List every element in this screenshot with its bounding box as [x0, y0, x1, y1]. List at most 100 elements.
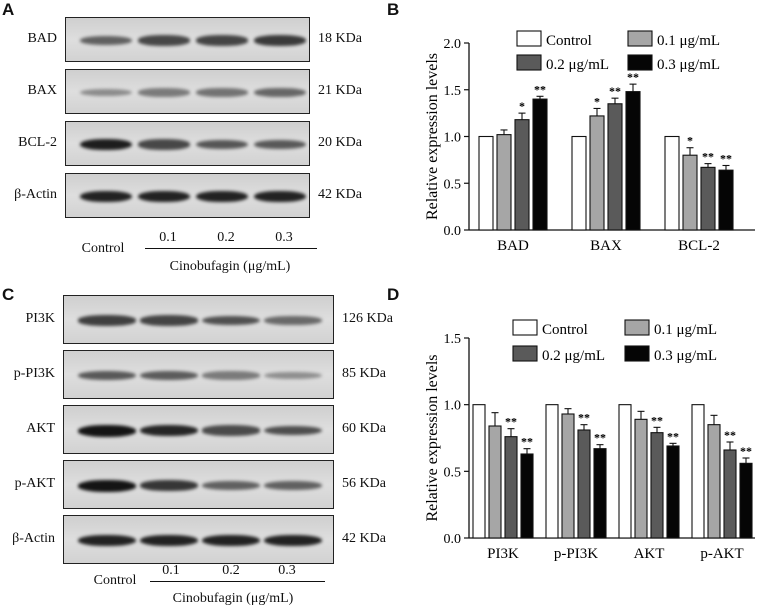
chart-d-category-label: p-AKT	[700, 546, 743, 562]
chart-d-bar	[472, 404, 486, 539]
blot-c-band	[202, 315, 260, 326]
blot-a-kda-label: 18 KDa	[318, 30, 362, 46]
blot-c-band	[78, 315, 136, 326]
chart-d-significance-mark: **	[651, 413, 663, 427]
chart-d-y-tick-label: 0.0	[444, 532, 462, 547]
blot-c-band	[202, 480, 260, 491]
blot-c-band	[140, 315, 198, 326]
chart-b-y-axis-label: Relative expression levels	[424, 53, 441, 220]
chart-b-significance-mark: **	[627, 70, 639, 84]
chart-d-y-axis-label: Relative expression levels	[424, 354, 441, 521]
chart-b-bar	[571, 135, 587, 231]
chart-b-bar	[700, 166, 716, 231]
chart-b-bar	[664, 135, 680, 231]
blot-a-row-label: BAD	[27, 30, 57, 46]
blot-a-band	[80, 35, 132, 46]
blot-c-band	[78, 534, 136, 547]
blot-a-band	[80, 138, 132, 151]
chart-b-bar	[514, 119, 530, 231]
blot-a-band	[254, 139, 306, 150]
chart-d-legend-label: 0.3 μg/mL	[654, 348, 717, 364]
chart-d-bar	[618, 404, 632, 539]
blot-c-band	[202, 534, 260, 547]
chart-d-bar	[707, 424, 721, 539]
blot-c-band	[264, 425, 322, 436]
treatment-label-c: Cinobufagin (μg/mL)	[172, 591, 294, 606]
chart-b-bar	[718, 169, 734, 231]
treatment-underline-a	[145, 248, 317, 249]
lane-label-0-1-c: 0.1	[162, 563, 180, 578]
blot-a-band	[138, 139, 190, 150]
chart-b-bar	[478, 135, 494, 231]
chart-d-category-label: AKT	[634, 546, 665, 562]
chart-d-bar	[593, 448, 607, 539]
blot-c-band	[264, 480, 322, 491]
chart-d-significance-mark: **	[578, 411, 590, 425]
blot-a-band	[196, 88, 248, 97]
chart-b-legend-swatch	[516, 30, 542, 47]
blot-a-band	[80, 190, 132, 203]
blot-a-band	[196, 35, 248, 46]
chart-d-bar	[691, 404, 705, 539]
blot-a-band	[80, 88, 132, 97]
chart-d-category-label: p-PI3K	[554, 546, 598, 562]
blot-c-kda-label: 56 KDa	[342, 475, 386, 491]
chart-b-significance-mark: **	[534, 82, 546, 96]
chart-b-y-tick-label: 1.5	[444, 84, 462, 99]
chart-b-y-tick-label: 0.0	[444, 224, 462, 239]
lane-label-0-2-c: 0.2	[222, 563, 240, 578]
chart-d-legend-label: 0.1 μg/mL	[654, 322, 717, 338]
blot-c-band	[78, 370, 136, 381]
chart-b-y-tick-label: 1.0	[444, 131, 462, 146]
blot-a-band	[254, 35, 306, 46]
chart-b-significance-mark: *	[519, 99, 525, 113]
lane-label-0-3-c: 0.3	[278, 563, 296, 578]
blot-c-band	[264, 534, 322, 547]
chart-d-significance-mark: **	[724, 428, 736, 442]
chart-d-legend-swatch	[624, 345, 650, 362]
chart-d-bar	[561, 413, 575, 539]
blot-c-blot-row	[63, 515, 334, 564]
chart-b-bar	[589, 115, 605, 231]
chart-d-y-tick-label: 1.5	[444, 332, 462, 347]
panel-label-d: D	[387, 285, 400, 304]
chart-b-category-label: BAD	[497, 238, 529, 254]
chart-d-bar	[520, 453, 534, 539]
chart-b-legend-swatch	[627, 54, 653, 71]
blot-c-kda-label: 42 KDa	[342, 530, 386, 546]
chart-d-significance-mark: **	[594, 431, 606, 445]
chart-d-bar	[545, 404, 559, 539]
blot-a-kda-label: 21 KDa	[318, 82, 362, 98]
blot-a-row-label: BCL-2	[18, 134, 57, 150]
chart-d-significance-mark: **	[521, 435, 533, 449]
blot-c-kda-label: 85 KDa	[342, 365, 386, 381]
chart-b-bar	[496, 134, 512, 231]
blot-a-blot-row	[65, 17, 310, 62]
blot-c-kda-label: 126 KDa	[342, 310, 393, 326]
blot-c-band	[264, 371, 322, 380]
chart-d-bar	[634, 418, 648, 539]
chart-b-bar	[625, 91, 641, 231]
chart-d-legend-label: 0.2 μg/mL	[542, 348, 605, 364]
chart-d-category-label: PI3K	[487, 546, 519, 562]
blot-c-kda-label: 60 KDa	[342, 420, 386, 436]
chart-b-significance-mark: *	[687, 134, 693, 148]
blot-a-row-label: β-Actin	[14, 186, 57, 202]
blot-c-band	[140, 370, 198, 381]
lane-label-0-1-a: 0.1	[159, 230, 177, 245]
chart-b-legend-label: 0.2 μg/mL	[546, 57, 609, 73]
chart-b-legend-label: 0.3 μg/mL	[657, 57, 720, 73]
chart-d-bar	[723, 449, 737, 539]
blot-c-row-label: β-Actin	[12, 530, 55, 546]
panel-label-c: C	[2, 285, 15, 304]
blot-c-band	[140, 480, 198, 491]
chart-b-y-tick-label: 0.5	[444, 177, 462, 192]
chart-b-legend-swatch	[627, 30, 653, 47]
blot-c-band	[140, 424, 198, 437]
blot-a-blot-row	[65, 173, 310, 218]
lane-label-0-3-a: 0.3	[275, 230, 293, 245]
lane-label-control-a: Control	[81, 241, 125, 256]
chart-d-significance-mark: **	[667, 429, 679, 443]
blot-c-band	[78, 424, 136, 437]
blot-a-band	[254, 87, 306, 98]
